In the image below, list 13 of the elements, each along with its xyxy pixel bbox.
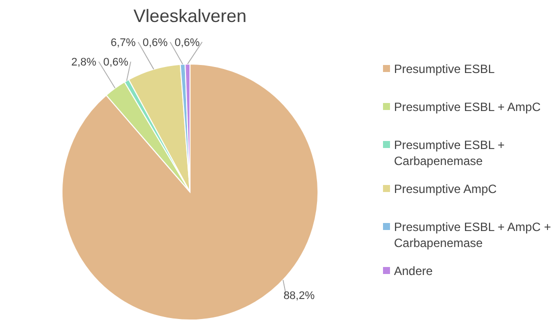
- data-label: 0,6%: [103, 56, 129, 69]
- chart-title: Vleeskalveren: [133, 6, 247, 26]
- legend-label: Presumptive ESBL + Carbapenemase: [394, 138, 505, 168]
- legend-label: Andere: [394, 264, 434, 278]
- legend-label: Presumptive ESBL + AmpC + Carbapenemase: [394, 220, 551, 250]
- legend-label: Presumptive AmpC: [394, 182, 498, 196]
- legend-label: Presumptive ESBL + AmpC: [394, 100, 541, 114]
- data-label: 6,7%: [110, 37, 136, 50]
- data-label: 0,6%: [142, 37, 168, 50]
- data-label: 2,8%: [71, 56, 97, 69]
- data-label: 88,2%: [283, 290, 315, 302]
- legend-label: Presumptive ESBL: [394, 62, 496, 76]
- data-label: 0,6%: [174, 37, 200, 50]
